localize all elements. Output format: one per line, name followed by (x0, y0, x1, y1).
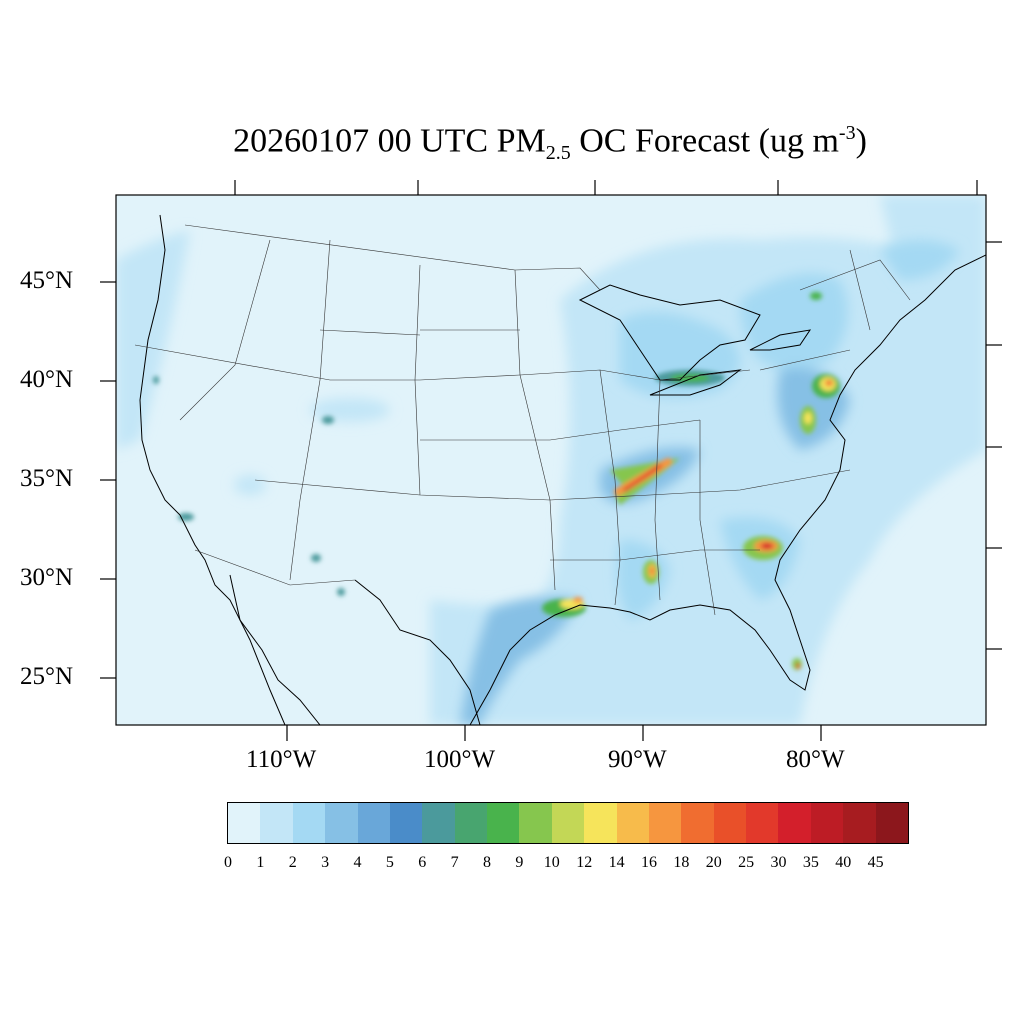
colorbar-box (357, 803, 390, 843)
colorbar-box (325, 803, 358, 843)
colorbar-label: 30 (770, 854, 787, 871)
lat-label-45n: 45°N (20, 267, 74, 294)
colorbar-label: 7 (450, 854, 459, 871)
top-ticks (234, 180, 978, 195)
colorbar-label: 9 (515, 854, 524, 871)
colorbar-box (713, 803, 746, 843)
lat-label-25n: 25°N (20, 663, 74, 690)
colorbar (227, 802, 909, 844)
colorbar-box (843, 803, 876, 843)
colorbar-label: 3 (321, 854, 330, 871)
colorbar-label: 4 (353, 854, 362, 871)
map-frame (115, 194, 987, 726)
lon-label-80w: 80°W (786, 746, 845, 773)
right-ticks (986, 241, 1002, 650)
colorbar-box (487, 803, 520, 843)
title-superscript: -3 (838, 122, 856, 144)
colorbar-box (778, 803, 811, 843)
colorbar-label: 14 (608, 854, 625, 871)
colorbar-box (260, 803, 293, 843)
colorbar-label: 18 (673, 854, 690, 871)
coastline (139, 214, 986, 725)
lat-label-30n: 30°N (20, 564, 74, 591)
colorbar-box (519, 803, 552, 843)
colorbar-label: 6 (418, 854, 427, 871)
title-text-suffix: ) (855, 122, 867, 160)
lat-label-40n: 40°N (20, 366, 74, 393)
left-ticks (100, 281, 116, 679)
colorbar-box (292, 803, 326, 843)
colorbar-box (616, 803, 649, 843)
colorbar-box (810, 803, 844, 843)
map-title: 20260107 00 UTC PM2.5 OC Forecast (ug m-… (0, 122, 1024, 165)
colorbar-label: 2 (288, 854, 297, 871)
colorbar-box (551, 803, 585, 843)
lon-label-110w: 110°W (246, 746, 317, 773)
colorbar-label: 20 (705, 854, 722, 871)
colorbar-box (228, 803, 261, 843)
title-subscript: 2.5 (545, 142, 571, 165)
lat-label-35n: 35°N (20, 465, 74, 492)
colorbar-box (875, 803, 908, 843)
colorbar-label: 45 (867, 854, 884, 871)
lon-label-90w: 90°W (608, 746, 667, 773)
colorbar-label: 35 (802, 854, 819, 871)
colorbar-box (454, 803, 487, 843)
colorbar-label: 5 (385, 854, 394, 871)
title-text-middle: OC Forecast (ug m (570, 122, 839, 160)
colorbar-box (584, 803, 617, 843)
colorbar-box (389, 803, 423, 843)
lon-label-100w: 100°W (424, 746, 496, 773)
colorbar-box (681, 803, 714, 843)
title-text: 20260107 00 UTC PM (233, 122, 546, 160)
colorbar-label: 12 (576, 854, 593, 871)
state-boundaries (134, 224, 911, 616)
colorbar-box (422, 803, 455, 843)
colorbar-label: 16 (640, 854, 657, 871)
colorbar-label: 40 (835, 854, 852, 871)
colorbar-label: 0 (224, 854, 232, 871)
colorbar-label: 1 (256, 854, 265, 871)
pm-hotspots (153, 292, 840, 670)
colorbar-box (746, 803, 779, 843)
colorbar-label: 10 (543, 854, 560, 871)
bottom-ticks (286, 725, 822, 741)
colorbar-box (648, 803, 682, 843)
colorbar-label: 25 (738, 854, 755, 871)
colorbar-label: 8 (483, 854, 492, 871)
